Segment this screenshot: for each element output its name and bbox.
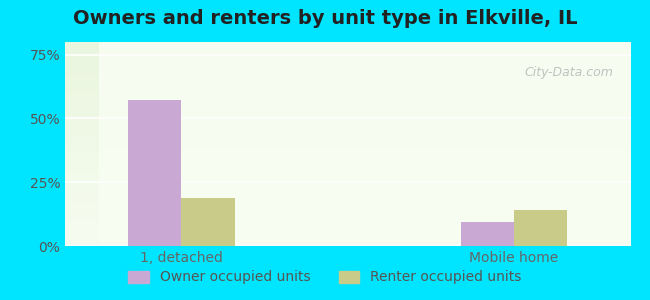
Bar	[461, 222, 514, 246]
Bar	[181, 197, 235, 246]
Bar	[128, 100, 181, 246]
Legend: Owner occupied units, Renter occupied units: Owner occupied units, Renter occupied un…	[123, 265, 527, 290]
Text: City-Data.com: City-Data.com	[525, 67, 614, 80]
Text: Owners and renters by unit type in Elkville, IL: Owners and renters by unit type in Elkvi…	[73, 9, 577, 28]
Bar	[514, 209, 567, 246]
